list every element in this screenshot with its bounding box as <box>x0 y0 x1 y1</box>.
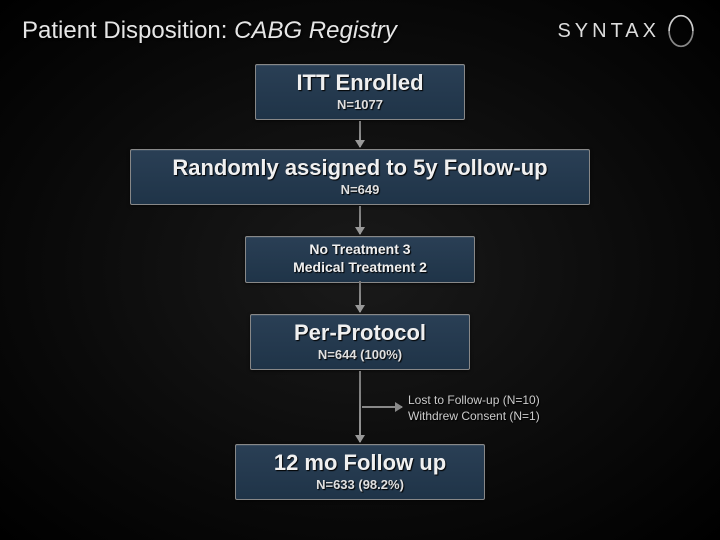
page-title: Patient Disposition: CABG Registry <box>22 17 397 45</box>
node-main: 12 mo Follow up <box>254 449 466 477</box>
arrow-down-0 <box>359 121 361 147</box>
side-note: Lost to Follow-up (N=10)Withdrew Consent… <box>408 392 540 424</box>
logo: SYNTAX <box>557 14 698 48</box>
side-note-line: Withdrew Consent (N=1) <box>408 408 540 424</box>
side-note-line: Lost to Follow-up (N=10) <box>408 392 540 408</box>
node-pp: Per-ProtocolN=644 (100%) <box>250 314 470 370</box>
node-main: Per-Protocol <box>269 319 451 347</box>
arrow-down-2 <box>359 281 361 312</box>
node-sub: N=649 <box>149 182 571 199</box>
node-sub: N=1077 <box>274 97 446 114</box>
node-main: ITT Enrolled <box>274 69 446 97</box>
logo-swoosh-icon <box>664 14 698 48</box>
logo-text: SYNTAX <box>557 20 660 43</box>
header: Patient Disposition: CABG Registry SYNTA… <box>0 0 720 54</box>
arrow-down-3 <box>359 371 361 442</box>
flowchart: ITT EnrolledN=1077 Randomly assigned to 5… <box>0 54 720 524</box>
node-main: Randomly assigned to 5y Follow-up <box>149 154 571 182</box>
title-plain: Patient Disposition: <box>22 17 234 44</box>
node-sub: N=644 (100%) <box>269 347 451 364</box>
node-random: Randomly assigned to 5y Follow-upN=649 <box>130 149 590 205</box>
node-itt: ITT EnrolledN=1077 <box>255 64 465 120</box>
node-fu12: 12 mo Follow upN=633 (98.2%) <box>235 444 485 500</box>
title-italic: CABG Registry <box>234 17 397 44</box>
node-line: No Treatment 3 <box>264 241 456 259</box>
node-notx: No Treatment 3Medical Treatment 2 <box>245 236 475 283</box>
node-sub: N=633 (98.2%) <box>254 477 466 494</box>
node-line: Medical Treatment 2 <box>264 259 456 277</box>
arrow-right-icon <box>362 406 402 408</box>
arrow-down-1 <box>359 206 361 234</box>
